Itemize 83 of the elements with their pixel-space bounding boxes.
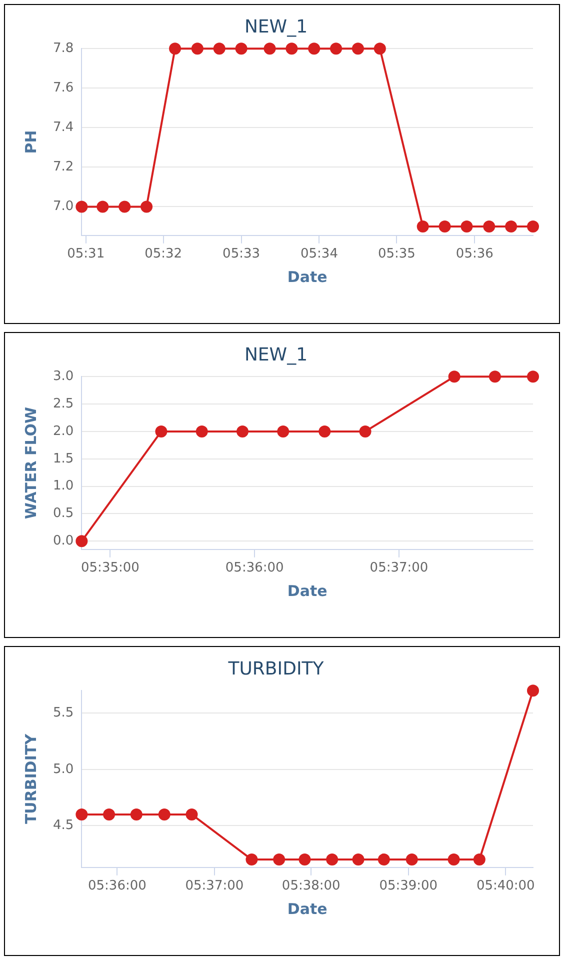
x-tick-label: 05:36:00: [225, 560, 284, 576]
point: [158, 808, 170, 820]
point: [527, 684, 539, 697]
x-tick-label: 05:37:00: [370, 560, 428, 576]
x-tick-label: 05:32: [144, 246, 182, 262]
point: [483, 220, 496, 233]
x-axis-title: Date: [287, 268, 328, 286]
point: [406, 854, 418, 866]
y-tick-label: 5.0: [52, 762, 74, 777]
point: [460, 220, 473, 233]
point: [378, 854, 390, 866]
chart-title: TURBIDITY: [227, 658, 325, 680]
point: [448, 854, 460, 866]
point: [76, 200, 88, 213]
x-tick-label: 05:34: [300, 246, 338, 262]
y-tick-label: 1.0: [52, 478, 74, 494]
point: [76, 535, 88, 548]
point: [318, 425, 331, 438]
point: [308, 42, 320, 55]
y-tick-label: 7.6: [52, 80, 74, 96]
point: [277, 425, 290, 438]
point: [140, 200, 153, 213]
y-tick-label: 4.5: [52, 818, 74, 834]
point: [352, 854, 364, 866]
point: [76, 808, 88, 820]
y-tick-label: 7.8: [52, 40, 74, 56]
point: [213, 42, 226, 55]
x-tick-label: 05:36: [456, 246, 494, 262]
y-tick-label: 1.5: [52, 451, 74, 466]
point: [326, 854, 338, 866]
point: [352, 42, 364, 55]
point: [298, 854, 311, 866]
point: [236, 425, 248, 438]
y-axis-title: PH: [22, 130, 40, 154]
y-tick-label: 2.5: [52, 396, 74, 412]
point: [330, 42, 342, 55]
x-axis-title: Date: [287, 582, 328, 600]
y-axis-title: TURBIDITY: [22, 732, 40, 824]
y-axis-title: WATER FLOW: [22, 406, 40, 520]
point: [488, 370, 501, 383]
y-tick-label: 7.2: [52, 160, 74, 175]
point: [374, 42, 386, 55]
point: [273, 854, 286, 866]
point: [235, 42, 248, 55]
x-tick-label: 05:39:00: [379, 878, 438, 894]
point: [359, 425, 372, 438]
point: [96, 200, 109, 213]
y-tick-label: 5.5: [52, 705, 74, 720]
y-tick-label: 0.5: [52, 506, 74, 522]
y-tick-label: 0.0: [52, 534, 74, 549]
point: [448, 370, 460, 383]
y-tick-label: 7.4: [52, 120, 74, 136]
x-tick-label: 05:38:00: [282, 878, 340, 894]
point: [286, 42, 298, 55]
point: [246, 854, 258, 866]
point: [169, 42, 182, 55]
chart-title: NEW_1: [244, 16, 308, 38]
point: [186, 808, 198, 820]
y-tick-label: 7.0: [52, 199, 74, 214]
point: [264, 42, 276, 55]
x-tick-label: 05:40:00: [476, 878, 535, 894]
point: [505, 220, 518, 233]
x-tick-label: 05:35: [378, 246, 416, 262]
point: [191, 42, 204, 55]
point: [196, 425, 208, 438]
x-tick-label: 05:37:00: [185, 878, 244, 894]
y-tick-label: 2.0: [52, 424, 74, 439]
point: [155, 425, 168, 438]
x-axis-title: Date: [287, 900, 328, 918]
x-tick-label: 05:35:00: [81, 560, 140, 576]
y-tick-label: 3.0: [52, 368, 74, 384]
point: [130, 808, 142, 820]
x-tick-label: 05:33: [222, 246, 260, 262]
point: [438, 220, 451, 233]
point: [118, 200, 131, 213]
point: [416, 220, 429, 233]
x-tick-label: 05:36:00: [88, 878, 146, 894]
point: [473, 854, 486, 866]
point: [527, 370, 539, 383]
x-tick-label: 05:31: [67, 246, 105, 262]
point: [527, 220, 539, 233]
chart-title: NEW_1: [244, 344, 308, 366]
point: [103, 808, 116, 820]
